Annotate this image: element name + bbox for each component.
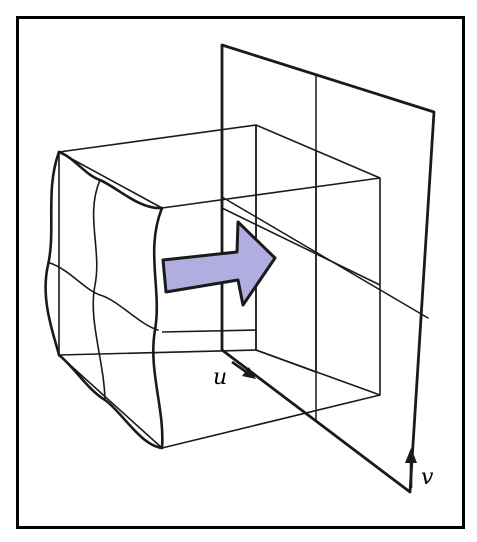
v-axis-arrow bbox=[405, 448, 417, 488]
wavy-left-edge bbox=[44, 150, 61, 357]
v-axis-label: v bbox=[421, 465, 434, 490]
wavy-bottom-edge bbox=[57, 353, 164, 450]
box-bottom-front-edge bbox=[161, 394, 381, 449]
wavy-top-edge bbox=[57, 150, 164, 210]
box-top-side-edge bbox=[58, 151, 163, 209]
curved-front-face bbox=[44, 150, 164, 450]
box-top-front-edge bbox=[161, 177, 381, 209]
wavy-middle-horizontal bbox=[49, 262, 159, 331]
box-right-face-horizontal-grid bbox=[221, 207, 381, 286]
wavy-middle-vertical bbox=[92, 179, 106, 401]
wireframe-box bbox=[58, 124, 381, 449]
plane-outline bbox=[220, 43, 436, 494]
projection-arrow bbox=[161, 220, 277, 307]
wavy-right-edge bbox=[151, 206, 164, 450]
box-back-face bbox=[58, 124, 257, 356]
box-back-face-horizontal-grid bbox=[161, 329, 257, 333]
u-axis-label: u bbox=[213, 365, 227, 390]
box-bottom-grid bbox=[255, 349, 317, 373]
frame-border bbox=[16, 16, 465, 529]
u-axis-arrow bbox=[231, 360, 256, 379]
